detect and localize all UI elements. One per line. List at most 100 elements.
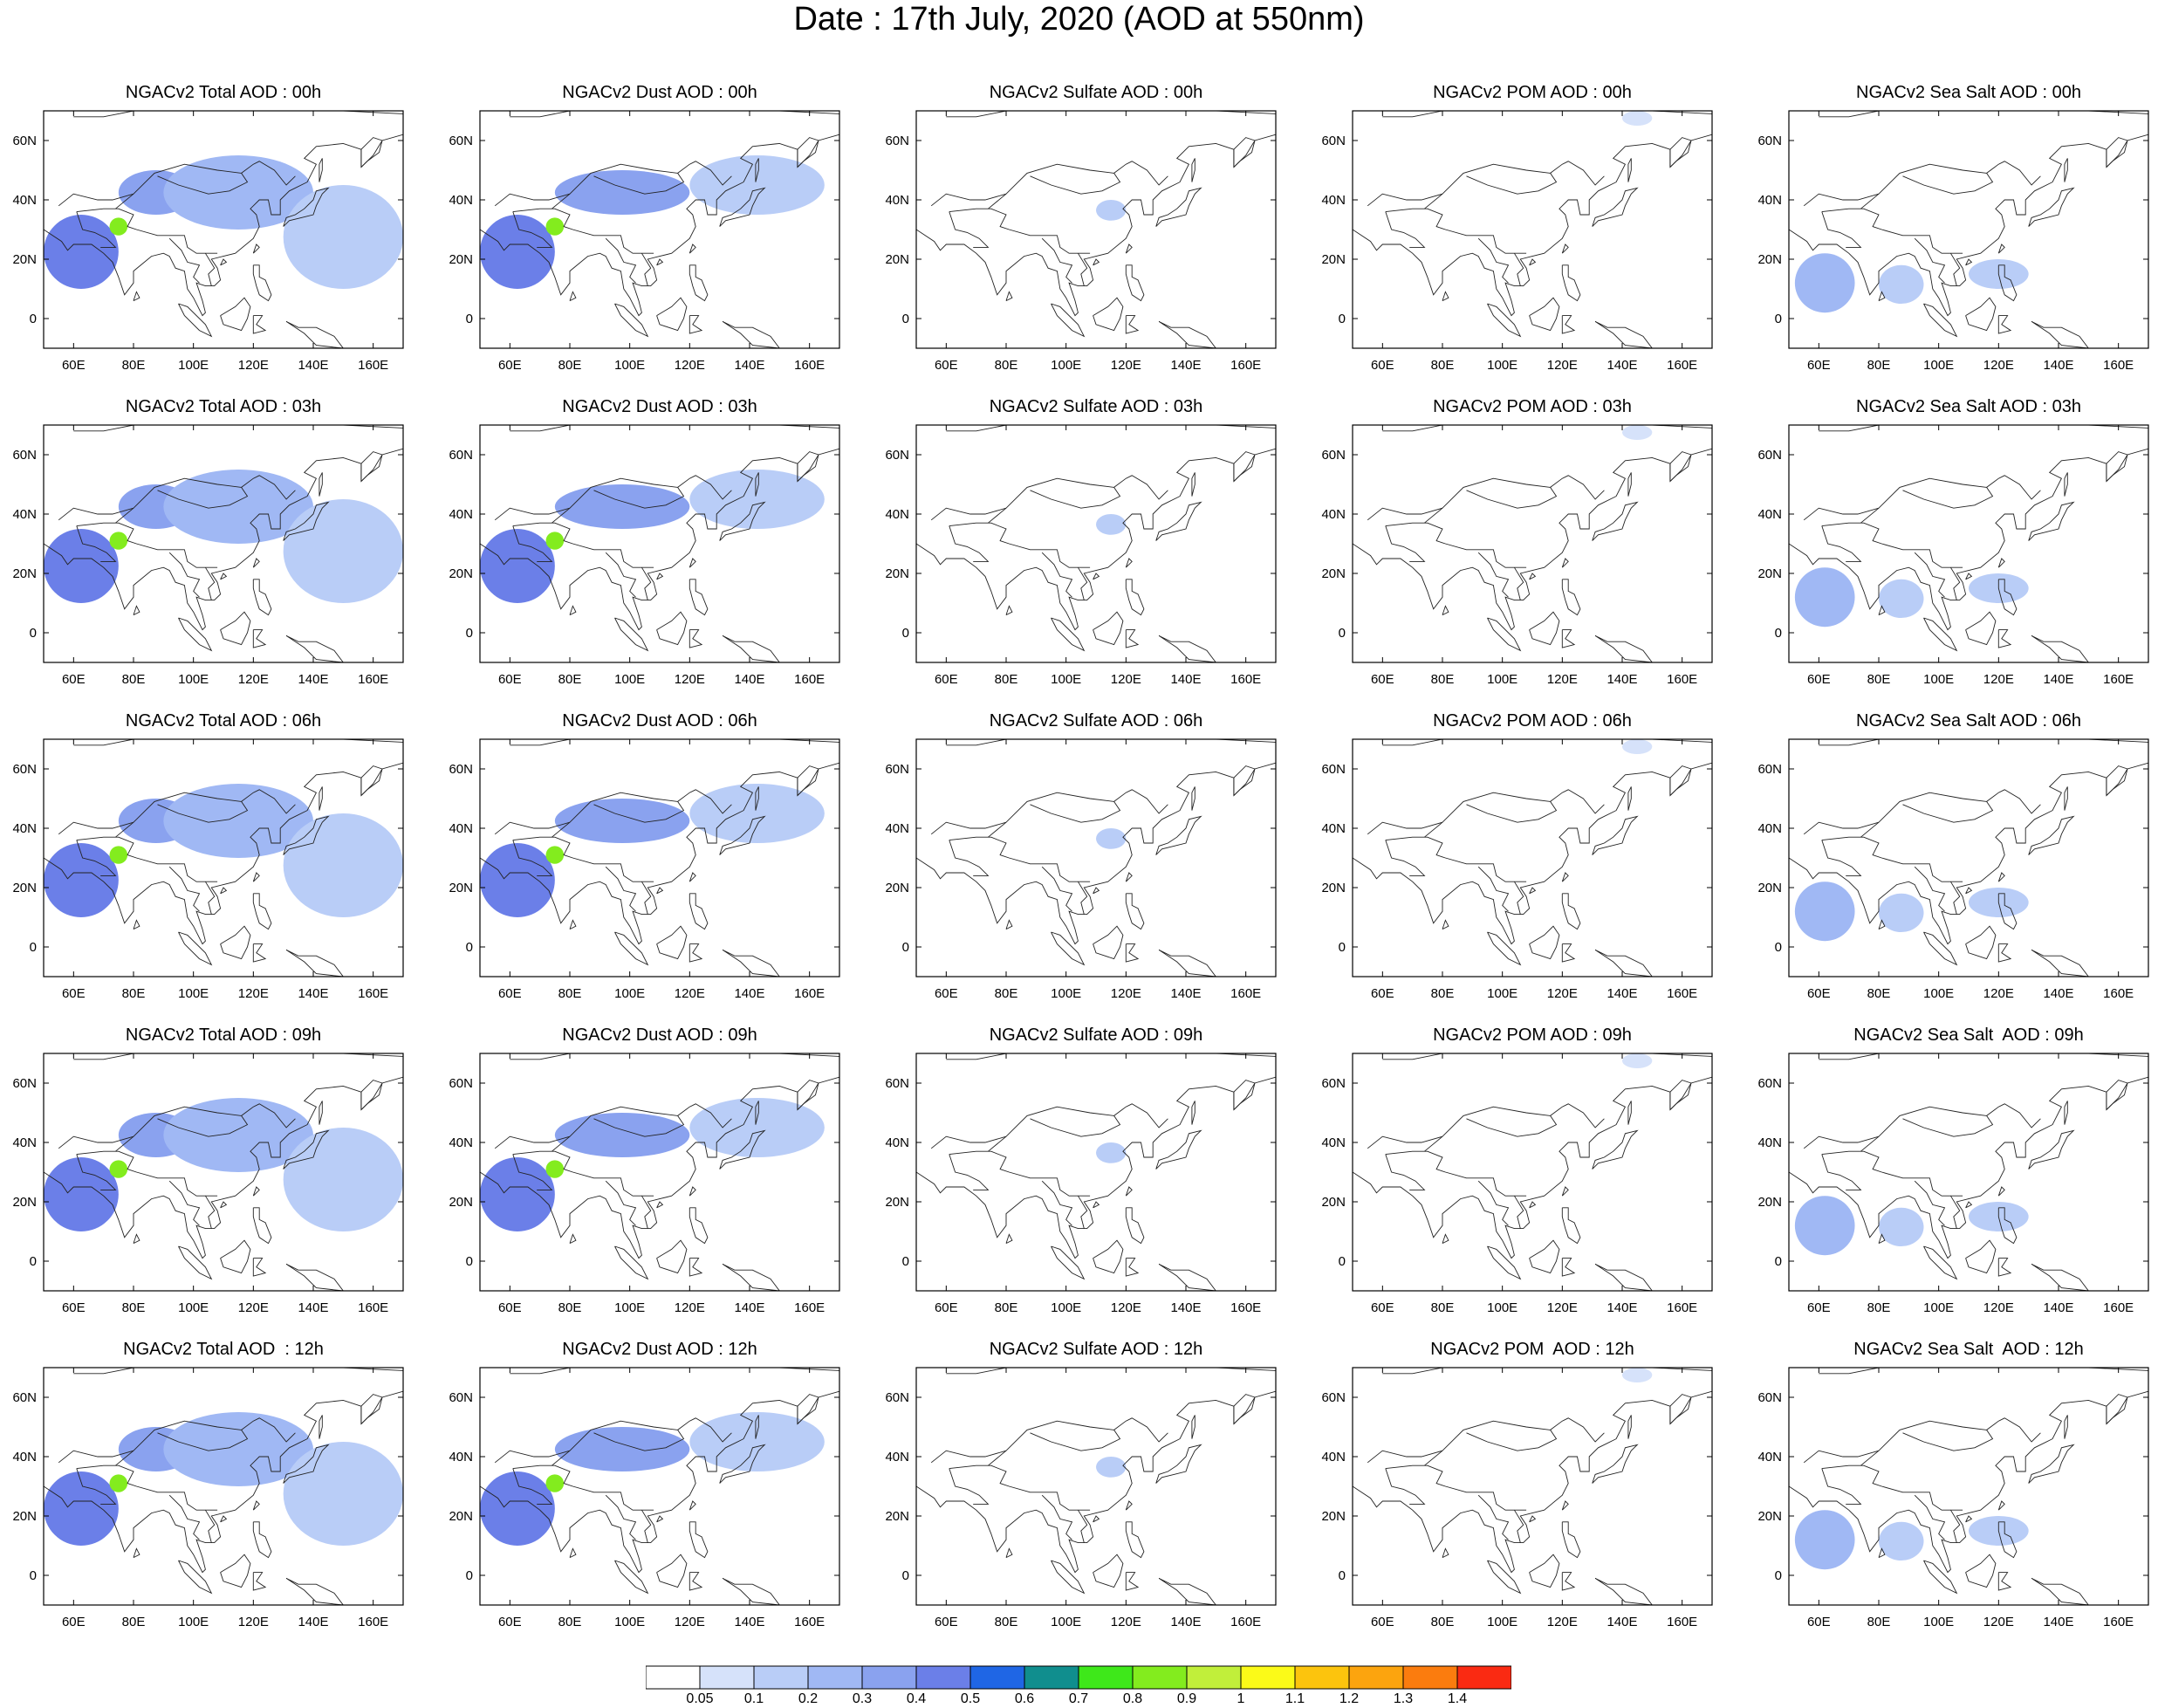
aod-region [1879, 264, 1924, 304]
lon-tick-label: 60E [498, 986, 522, 1001]
map-outline [1878, 605, 1886, 616]
lat-tick-label: 20N [1321, 1195, 1346, 1210]
map-outline [168, 1494, 201, 1540]
lon-tick-label: 160E [2103, 358, 2134, 373]
map-outline [1051, 303, 1086, 338]
map-outline [58, 821, 134, 835]
map-outline [2106, 1394, 2128, 1424]
map-outline [2106, 137, 2128, 168]
lon-tick-label: 140E [734, 1615, 764, 1629]
map-outline [76, 1464, 218, 1511]
map-outline [510, 1053, 839, 1060]
map-outline [1821, 1468, 1862, 1505]
map-outline [1424, 161, 1605, 209]
map-outline [1030, 173, 1121, 195]
lon-tick-label: 160E [1230, 1300, 1261, 1315]
map-outline [1125, 872, 1133, 882]
lat-tick-label: 60N [1757, 1076, 1782, 1091]
map-panel-seasalt-00h: 60N 40N 20N 0 60E 80E 100E 120E 140E 160E NGACv2 S… [1745, 79, 2158, 393]
map-outline [1041, 1180, 1073, 1226]
map-outline [1233, 765, 1256, 796]
lat-tick-label: 60N [885, 134, 909, 148]
lon-tick-label: 140E [298, 672, 328, 687]
map-outline [1997, 943, 2012, 963]
map-outline [178, 931, 213, 966]
map-plot: 60N 40N 20N 0 60E 80E 100E 120E 140E 160E [449, 1367, 840, 1629]
map-outline [2064, 1415, 2068, 1439]
lon-tick-label: 120E [1111, 358, 1141, 373]
map-outline [285, 320, 344, 348]
panel-title: NGACv2 Sulfate AOD : 00h [989, 83, 1203, 102]
map-panel-dust-12h: 60N 40N 20N 0 60E 80E 100E 120E 140E 160E NGACv2 D… [436, 1335, 873, 1650]
map-outline [569, 605, 577, 616]
aod-region [545, 846, 565, 864]
lon-tick-label: 120E [675, 1300, 705, 1315]
map-outline [1078, 252, 1088, 286]
lon-tick-label: 100E [178, 986, 209, 1001]
colorbar-label: 0.7 [1069, 1691, 1088, 1705]
lon-tick-label: 140E [734, 986, 764, 1001]
lon-tick-label: 160E [2103, 672, 2134, 687]
lon-tick-label: 60E [498, 358, 522, 373]
map-plot: 60N 40N 20N 0 60E 80E 100E 120E 140E 160E [1757, 110, 2149, 373]
map-outline [1594, 320, 1653, 348]
map-outline [1819, 1368, 2148, 1375]
map-outline [1803, 193, 1880, 207]
map-outline [949, 211, 990, 248]
map-frame [915, 738, 1277, 977]
map-outline [1125, 1258, 1140, 1277]
map-outline [76, 211, 117, 248]
lat-tick-label: 40N [885, 507, 909, 522]
map-panel-dust-03h: 60N 40N 20N 0 60E 80E 100E 120E 140E 160E NGACv2 D… [436, 393, 873, 707]
map-outline [283, 187, 330, 227]
panel-title: NGACv2 Sulfate AOD : 06h [989, 711, 1203, 731]
map-outline [1902, 1115, 1994, 1137]
map-outline [1950, 1509, 1961, 1543]
map-panel-pom-12h: 60N 40N 20N 0 60E 80E 100E 120E 140E 160E NGACv2 P… [1309, 1335, 1745, 1650]
map-outline [1078, 1509, 1088, 1543]
map-frame [1788, 110, 2149, 349]
lat-tick-label: 40N [885, 1450, 909, 1464]
lat-tick-label: 40N [1757, 821, 1782, 836]
map-outline [2064, 472, 2068, 497]
map-outline [44, 134, 403, 317]
map-outline [1051, 931, 1086, 966]
lon-tick-label: 140E [734, 1300, 764, 1315]
map-outline [1594, 1263, 1653, 1291]
map-outline [1078, 1195, 1088, 1229]
lon-tick-label: 120E [1983, 672, 2014, 687]
map-outline [1466, 487, 1558, 509]
lon-tick-label: 120E [675, 1615, 705, 1629]
map-outline [2031, 949, 2089, 977]
lon-tick-label: 140E [298, 1615, 328, 1629]
colorbar-swatch [1078, 1665, 1134, 1690]
map-outline [722, 1577, 780, 1605]
map-outline [44, 448, 403, 631]
map-outline [512, 211, 553, 248]
map-outline [1878, 1547, 1886, 1559]
lon-tick-label: 160E [2103, 986, 2134, 1001]
map-outline [319, 786, 323, 811]
colorbar-swatch [807, 1665, 863, 1690]
aod-region [545, 532, 565, 550]
map-outline [656, 1554, 688, 1588]
aod-region [163, 470, 313, 544]
lon-tick-label: 60E [498, 672, 522, 687]
map-outline [605, 1180, 637, 1226]
aod-region [44, 1157, 119, 1231]
map-outline [1005, 605, 1013, 616]
lon-tick-label: 80E [122, 672, 146, 687]
map-outline [1487, 617, 1522, 652]
lon-tick-label: 100E [178, 358, 209, 373]
colorbar-swatch [1402, 1665, 1458, 1690]
lat-tick-label: 60N [449, 448, 473, 463]
map-plot: 60N 40N 20N 0 60E 80E 100E 120E 140E 160E [12, 424, 404, 687]
map-outline [689, 872, 696, 882]
map-outline [1561, 1521, 1581, 1559]
map-outline [1821, 840, 1862, 876]
panel-title: NGACv2 Dust AOD : 09h [562, 1025, 757, 1045]
map-outline [1821, 1154, 1862, 1190]
map-outline [1125, 1521, 1145, 1559]
map-outline [512, 1468, 553, 1505]
map-outline [656, 925, 688, 960]
